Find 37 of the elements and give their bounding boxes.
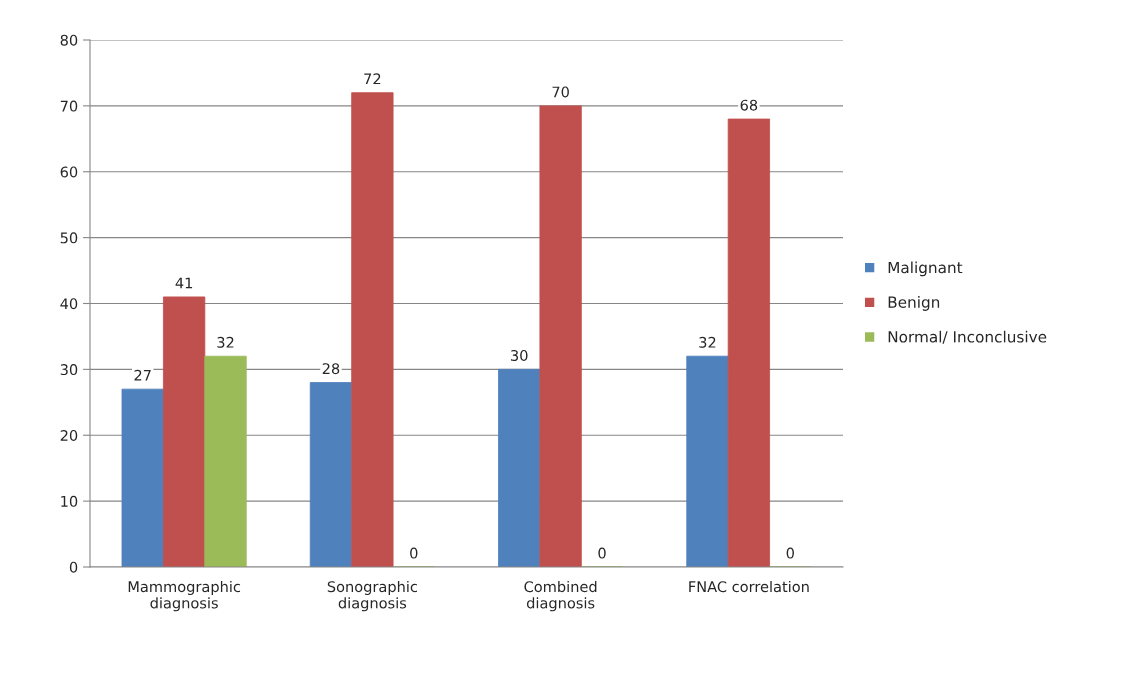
y-tick-label: 0 (69, 561, 78, 573)
y-tick-label: 30 (60, 364, 78, 376)
y-tick-label: 80 (60, 34, 78, 46)
data-label: 0 (598, 547, 606, 559)
legend-label: Benign (888, 296, 940, 311)
bar (309, 382, 353, 567)
y-tick-label: 40 (60, 298, 78, 310)
data-label: 32 (699, 336, 716, 348)
legend-label: Normal/ Inconclusive (888, 330, 1047, 344)
bar (686, 355, 729, 567)
bar (539, 105, 582, 567)
legend-label: Malignant (888, 261, 963, 277)
data-label: 28 (322, 363, 340, 375)
data-label: 27 (134, 369, 151, 381)
x-tick-label: Mammographic diagnosis (128, 580, 241, 612)
data-label: 72 (364, 73, 381, 85)
y-tick-label: 50 (60, 232, 78, 244)
y-tick-label: 10 (61, 495, 78, 507)
bar (163, 296, 206, 567)
bar (204, 355, 247, 567)
bar (498, 368, 541, 567)
bar (121, 388, 164, 567)
x-tick-label: Sonographic diagnosis (327, 580, 418, 612)
data-label: 30 (511, 349, 528, 361)
y-tick-label: 70 (60, 100, 78, 112)
data-label: 68 (740, 99, 758, 111)
data-label: 70 (552, 86, 569, 98)
y-tick-label: 60 (60, 166, 78, 178)
data-label: 0 (410, 547, 418, 559)
bar (351, 92, 394, 567)
data-label: 32 (217, 336, 234, 348)
data-label: 41 (175, 277, 193, 289)
x-tick-label: FNAC correlation (689, 580, 809, 593)
data-label: 0 (786, 547, 794, 559)
bar (727, 118, 770, 567)
y-tick-label: 20 (60, 429, 78, 441)
x-tick-label: Combined diagnosis (524, 580, 597, 612)
